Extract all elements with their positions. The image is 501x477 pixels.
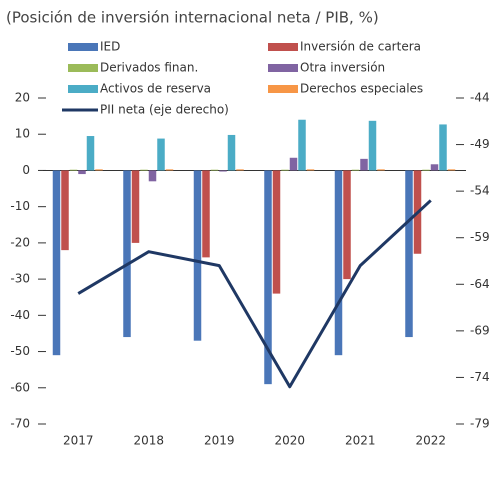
bar	[405, 170, 413, 338]
bar	[264, 170, 272, 385]
bar	[351, 169, 360, 171]
bar	[95, 169, 103, 171]
legend-swatch	[268, 85, 298, 93]
y-tick-label: -40	[10, 308, 30, 322]
bar	[281, 169, 289, 171]
legend-label: PII neta (eje derecho)	[100, 103, 229, 117]
y-tick-label: -20	[10, 235, 30, 249]
legend-label: Derivados finan.	[100, 61, 198, 75]
bar	[439, 124, 447, 171]
y2-tick-label: -79	[470, 417, 490, 431]
bar	[289, 157, 298, 171]
bar	[148, 170, 157, 182]
bar	[430, 164, 439, 171]
bar	[219, 170, 227, 172]
line	[77, 199, 432, 389]
y-tick-label: -30	[10, 272, 30, 286]
bar	[140, 169, 148, 171]
y-tick-label: 0	[22, 163, 30, 177]
chart-title: (Posición de inversión internacional net…	[6, 9, 379, 27]
y-tick-label: 20	[15, 91, 30, 105]
y2-tick-label: -69	[470, 323, 490, 337]
bar	[61, 170, 69, 251]
y2-tick-label: -64	[470, 277, 490, 291]
bar	[360, 158, 368, 171]
legend-label: IED	[100, 40, 120, 54]
x-tick-label: 2021	[345, 434, 376, 448]
bar	[334, 170, 343, 356]
bar	[298, 119, 306, 171]
legend-label: Derechos especiales	[300, 82, 423, 96]
legend-swatch	[268, 64, 298, 72]
y-tick-label: -60	[10, 380, 30, 394]
legend-swatch	[68, 43, 98, 51]
bar	[368, 120, 377, 171]
bar	[123, 170, 131, 338]
bar	[422, 169, 430, 171]
bar	[227, 134, 236, 171]
y2-tick-label: -59	[470, 230, 490, 244]
bar	[236, 169, 244, 171]
x-tick-label: 2018	[133, 434, 164, 448]
legend-swatch	[68, 85, 98, 93]
legend-label: Inversión de cartera	[300, 40, 421, 54]
y2-tick-label: -54	[470, 184, 490, 198]
bar	[131, 170, 140, 243]
bar	[86, 136, 95, 171]
x-tick-label: 2017	[63, 434, 94, 448]
bar	[210, 169, 219, 171]
bar	[69, 169, 78, 171]
legend-swatch	[268, 43, 298, 51]
y2-tick-label: -49	[470, 137, 490, 151]
y2-tick-label: -44	[470, 91, 490, 105]
bar	[272, 170, 281, 294]
bar	[202, 170, 210, 258]
legend-label: Otra inversión	[300, 61, 385, 75]
legend-swatch	[68, 64, 98, 72]
bar	[306, 169, 315, 171]
x-tick-label: 2020	[274, 434, 305, 448]
bar	[78, 170, 86, 175]
bar	[165, 169, 174, 171]
x-tick-label: 2019	[204, 434, 235, 448]
bar	[157, 138, 165, 171]
bar	[447, 169, 456, 171]
y-tick-label: -10	[10, 199, 30, 213]
bar	[52, 170, 61, 356]
legend-label: Activos de reserva	[100, 82, 211, 96]
y2-tick-label: -74	[470, 370, 490, 384]
y-tick-label: -50	[10, 344, 30, 358]
bar	[193, 170, 202, 341]
x-tick-label: 2022	[415, 434, 446, 448]
bar	[343, 170, 351, 280]
y-tick-label: -70	[10, 417, 30, 431]
bar	[377, 169, 385, 171]
y-tick-label: 10	[15, 127, 30, 141]
